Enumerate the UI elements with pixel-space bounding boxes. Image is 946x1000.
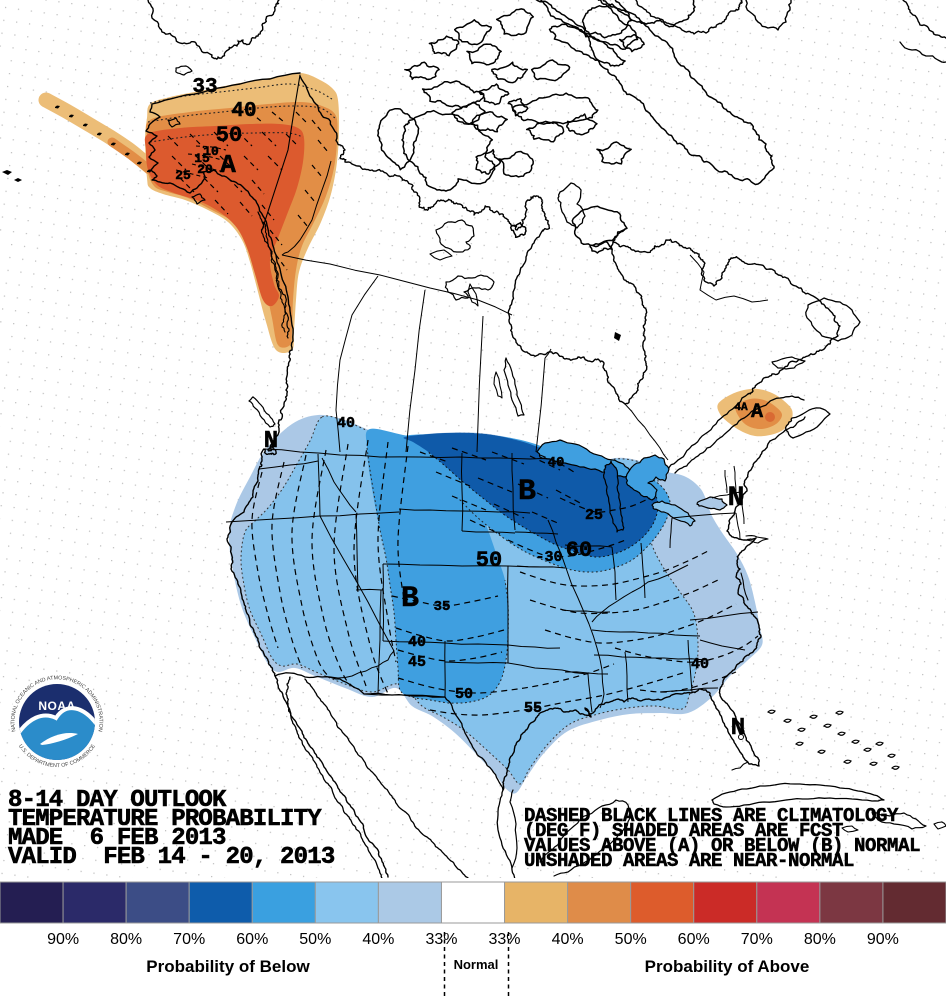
svg-text:60%: 60% — [236, 931, 268, 948]
svg-text:35: 35 — [434, 599, 451, 615]
svg-text:VALUES ABOVE (A) OR BELOW (B): VALUES ABOVE (A) OR BELOW (B) NORMAL — [524, 835, 920, 857]
svg-text:40%: 40% — [362, 931, 394, 948]
svg-text:MADE 6 FEB 2013: MADE 6 FEB 2013 — [8, 825, 226, 852]
svg-text:40%: 40% — [552, 931, 584, 948]
svg-text:Normal: Normal — [454, 957, 499, 972]
svg-text:DASHED BLACK LINES ARE CLIMATO: DASHED BLACK LINES ARE CLIMATOLOGY — [524, 805, 899, 827]
svg-text:50: 50 — [216, 123, 242, 148]
svg-text:4A: 4A — [734, 402, 748, 414]
svg-text:20: 20 — [197, 162, 213, 177]
svg-text:80%: 80% — [804, 931, 836, 948]
svg-text:A: A — [220, 150, 236, 180]
svg-text:60%: 60% — [678, 931, 710, 948]
svg-text:Probability of Above: Probability of Above — [645, 957, 810, 976]
svg-text:B: B — [401, 582, 419, 616]
svg-text:90%: 90% — [47, 931, 79, 948]
svg-text:33%: 33% — [425, 931, 457, 948]
svg-text:VALID FEB 14 - 20, 2013: VALID FEB 14 - 20, 2013 — [8, 844, 335, 871]
svg-text:55: 55 — [524, 700, 542, 717]
svg-text:NOAA: NOAA — [38, 699, 75, 713]
svg-text:UNSHADED AREAS ARE NEAR-NORMAL: UNSHADED AREAS ARE NEAR-NORMAL — [524, 850, 854, 872]
svg-text:TEMPERATURE PROBABILITY: TEMPERATURE PROBABILITY — [8, 806, 322, 833]
svg-text:N: N — [728, 483, 745, 514]
svg-text:25: 25 — [585, 507, 603, 524]
svg-text:B: B — [518, 475, 536, 509]
svg-text:10: 10 — [203, 144, 219, 159]
svg-text:Probability of Below: Probability of Below — [146, 957, 310, 976]
svg-text:40: 40 — [408, 634, 426, 651]
svg-text:33: 33 — [192, 76, 217, 99]
svg-text:60: 60 — [566, 538, 592, 563]
svg-text:50: 50 — [455, 686, 473, 703]
svg-text:40: 40 — [691, 656, 709, 673]
svg-text:50: 50 — [476, 548, 502, 573]
svg-text:N: N — [731, 715, 745, 742]
svg-text:40: 40 — [337, 415, 355, 432]
svg-text:25: 25 — [175, 168, 191, 183]
svg-text:33%: 33% — [488, 931, 520, 948]
svg-text:70%: 70% — [173, 931, 205, 948]
svg-text:80%: 80% — [110, 931, 142, 948]
svg-text:-30: -30 — [535, 549, 562, 566]
svg-text:40: 40 — [231, 100, 256, 123]
svg-text:(DEG F) SHADED AREAS ARE FCST: (DEG F) SHADED AREAS ARE FCST — [524, 820, 843, 842]
svg-text:70%: 70% — [741, 931, 773, 948]
svg-text:A: A — [751, 401, 763, 424]
svg-text:15: 15 — [194, 151, 210, 166]
svg-text:8-14 DAY OUTLOOK: 8-14 DAY OUTLOOK — [8, 787, 227, 814]
svg-text:40: 40 — [548, 455, 565, 471]
svg-text:50%: 50% — [615, 931, 647, 948]
svg-text:45: 45 — [408, 654, 426, 671]
svg-text:N: N — [264, 428, 278, 455]
svg-text:90%: 90% — [867, 931, 899, 948]
svg-text:50%: 50% — [299, 931, 331, 948]
